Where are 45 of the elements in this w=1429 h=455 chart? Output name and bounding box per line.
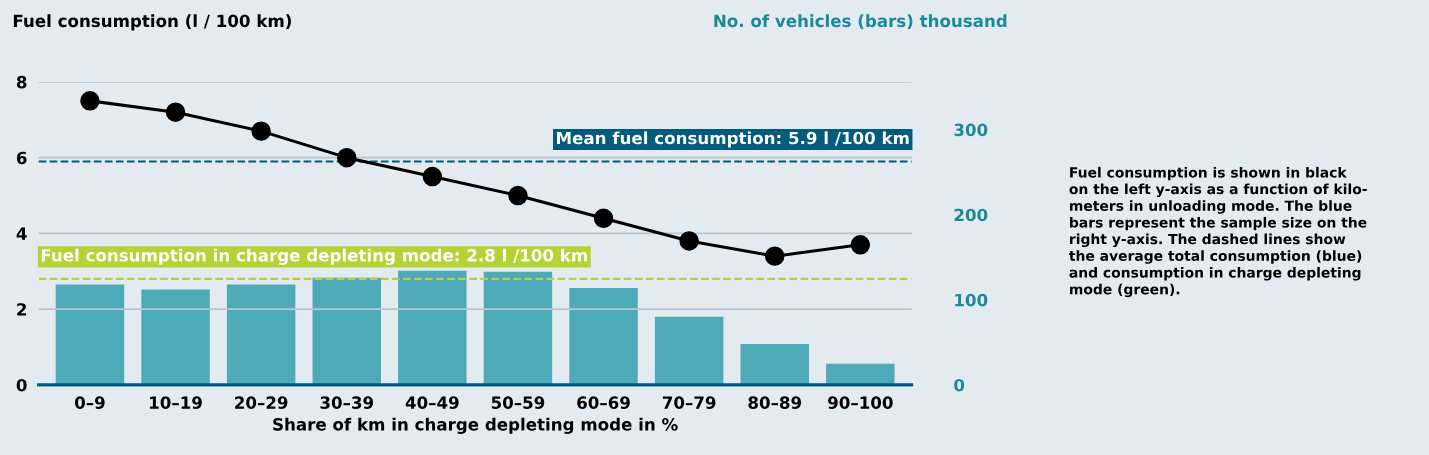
- bar: [826, 363, 895, 385]
- bar: [312, 277, 381, 385]
- y-tick-label: 6: [16, 151, 27, 165]
- point: [80, 91, 100, 111]
- bar: [226, 284, 296, 385]
- y-tick-label: 8: [16, 75, 27, 89]
- bar: [55, 284, 125, 385]
- bar: [740, 344, 809, 385]
- ref-line-label: Mean fuel consumption: 5.9 l /100 km: [557, 131, 909, 148]
- y-tick-label: 2: [17, 303, 27, 316]
- x-tick-label: 0–9: [74, 396, 105, 409]
- y-tick-label: 0: [16, 378, 27, 392]
- point: [765, 246, 785, 266]
- x-tick-label: 40–49: [405, 396, 459, 409]
- y-axis-title: Fuel consumption (l / 100 km): [13, 14, 291, 31]
- y2-tick-label: 300: [954, 123, 988, 137]
- x-tick-label: 70–79: [662, 396, 716, 409]
- y2-axis-title: No. of vehicles (bars) thousand: [714, 14, 1007, 30]
- x-tick-label: 20–29: [235, 396, 288, 409]
- point: [679, 231, 699, 251]
- x-tick-label: 80–89: [748, 396, 802, 409]
- bar: [654, 316, 724, 385]
- x-tick-label: 60–69: [577, 396, 630, 409]
- bar: [141, 289, 210, 385]
- y2-tick-label: 200: [954, 208, 988, 222]
- bar: [569, 287, 638, 385]
- point: [337, 147, 357, 168]
- bar: [483, 271, 553, 385]
- y2-tick-label: 0: [954, 378, 965, 392]
- x-tick-label: 90–100: [828, 396, 893, 409]
- point: [422, 166, 443, 187]
- x-tick-label: 50–59: [491, 396, 545, 409]
- point: [593, 208, 614, 228]
- ref-line-label: Fuel consumption in charge depleting mode: 2.8 l /100 km: [41, 248, 587, 265]
- point: [508, 185, 528, 206]
- y-tick-label: 4: [16, 227, 27, 240]
- y2-tick-label: 100: [955, 293, 988, 307]
- point: [251, 121, 271, 141]
- text: Fuel consumption is shown in black on the left y-axis as a function of kilo- meters in unloading mode. The blue bars represent the sample size on the right y-axis. The dashed lines show the average total consumption (blue) and consumption in charge depleting mode (green).: [1069, 166, 1367, 298]
- x-tick-label: 30–39: [320, 396, 374, 409]
- point: [850, 235, 871, 255]
- x-axis-title: Share of km in charge depleting mode in %: [273, 417, 678, 434]
- point: [165, 102, 186, 122]
- x-tick-label: 10–19: [150, 396, 202, 409]
- bar: [398, 270, 467, 385]
